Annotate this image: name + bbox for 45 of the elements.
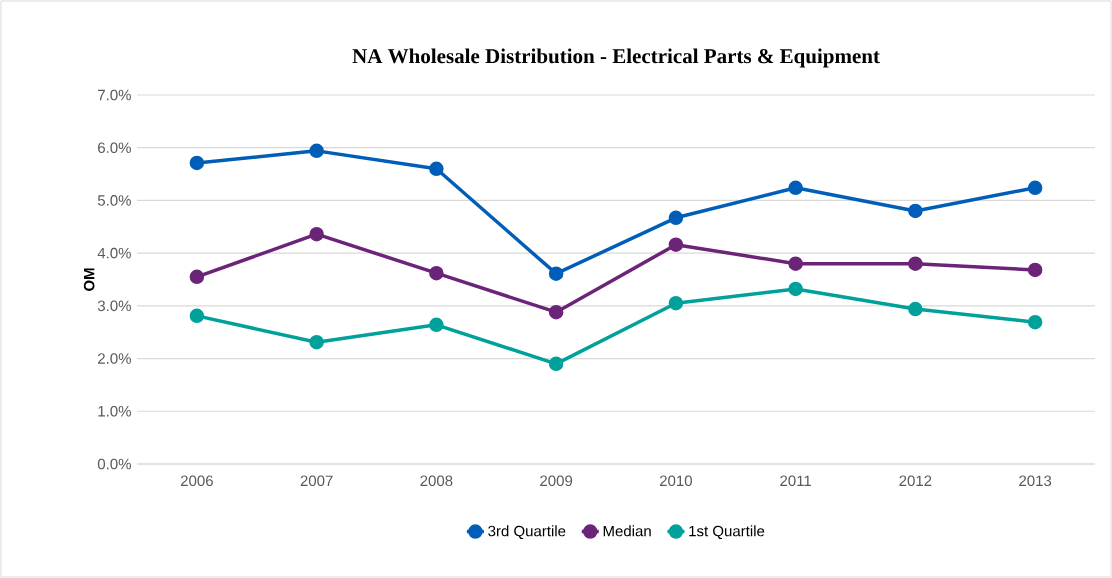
point [788, 180, 803, 196]
point [668, 295, 684, 311]
point [429, 317, 444, 333]
point [548, 266, 564, 281]
y-tick-label: 1.0% [98, 405, 131, 417]
point [668, 237, 684, 252]
y-axis-title: OM [83, 268, 95, 291]
point [788, 256, 803, 271]
x-tick-label: 2012 [899, 475, 932, 487]
point [189, 155, 205, 171]
point [908, 301, 923, 317]
point [1027, 180, 1043, 196]
point [429, 161, 444, 177]
x-tick-label: 2013 [1019, 475, 1052, 487]
point [908, 256, 923, 271]
point [189, 269, 205, 285]
point [1027, 262, 1043, 278]
point [668, 210, 684, 226]
point [548, 304, 564, 320]
legend-label: Median [603, 525, 651, 537]
chart-title: NA Wholesale Distribution - Electrical Parts & Equipment [352, 48, 880, 68]
y-tick-label: 6.0% [98, 142, 131, 154]
legend-label: 3rd Quartile [488, 525, 566, 540]
x-tick-label: 2010 [659, 475, 692, 487]
point [429, 265, 444, 281]
point [189, 308, 205, 324]
point [309, 143, 324, 159]
y-tick-label: 4.0% [97, 247, 131, 259]
x-tick-label: 2007 [300, 475, 333, 487]
x-tick-label: 2009 [540, 475, 573, 487]
point [1027, 314, 1043, 330]
y-tick-label: 5.0% [97, 195, 131, 206]
point [788, 281, 803, 297]
x-tick-label: 2008 [420, 475, 453, 487]
y-tick-label: 3.0% [97, 300, 131, 312]
legend-label: 1st Quartile [689, 525, 765, 540]
point [309, 334, 324, 350]
x-tick-label: 2006 [180, 475, 213, 487]
point [309, 226, 324, 242]
y-tick-label: 7.0% [98, 89, 131, 101]
point [908, 203, 923, 219]
x-tick-label: 2011 [780, 475, 812, 487]
y-tick-label: 2.0% [98, 353, 131, 364]
y-tick-label: 0.0% [97, 458, 131, 470]
point [548, 356, 564, 372]
